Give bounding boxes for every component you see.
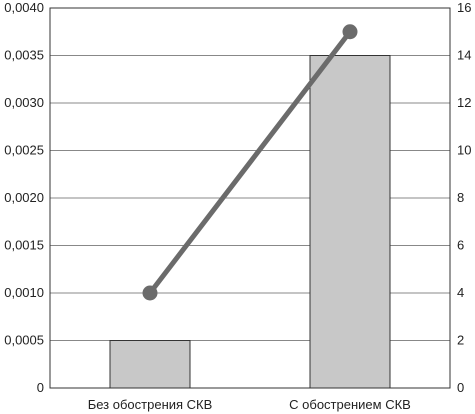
series-line: [147, 29, 353, 296]
category-label: С обострением СКВ: [289, 397, 411, 412]
right-tick-label: 8: [457, 190, 464, 205]
left-tick-label: 0,0030: [4, 95, 44, 110]
left-tick-label: 0,0020: [4, 190, 44, 205]
category-labels: Без обострения СКВ С обострением СКВ: [88, 397, 411, 412]
left-tick-label: 0,0025: [4, 143, 44, 158]
right-tick-label: 4: [457, 285, 464, 300]
right-axis-ticks: 0 2 4 6 8 10 12 14 16: [457, 0, 471, 395]
right-tick-label: 10: [457, 143, 471, 158]
bars: [109, 55, 391, 389]
right-tick-label: 16: [457, 0, 471, 15]
right-tick-label: 14: [457, 48, 471, 63]
left-tick-label: 0,0005: [4, 333, 44, 348]
left-tick-label: 0,0015: [4, 238, 44, 253]
left-tick-label: 0,0035: [4, 48, 44, 63]
left-axis-ticks: 0 0,0005 0,0010 0,0015 0,0020 0,0025 0,0030 0,0…: [4, 0, 44, 395]
right-tick-label: 0: [457, 380, 464, 395]
category-label: Без обострения СКВ: [88, 397, 213, 412]
left-tick-label: 0: [37, 380, 44, 395]
bar: [109, 340, 191, 389]
line-series: [142, 24, 358, 301]
left-tick-label: 0,0010: [4, 285, 44, 300]
left-tick-label: 0,0040: [4, 0, 44, 15]
line-point: [142, 285, 158, 301]
plot-frame: [49, 7, 451, 389]
gridlines: [50, 55, 450, 341]
right-tick-label: 2: [457, 333, 464, 348]
right-tick-label: 12: [457, 95, 471, 110]
line-point: [342, 24, 358, 40]
bar: [309, 55, 391, 389]
right-tick-label: 6: [457, 238, 464, 253]
